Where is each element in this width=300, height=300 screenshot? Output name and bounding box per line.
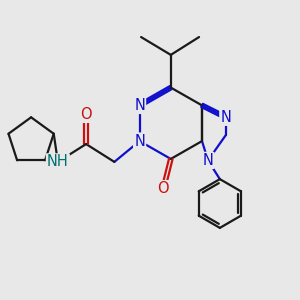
Text: N: N bbox=[202, 153, 213, 168]
Text: O: O bbox=[158, 181, 169, 196]
Text: N: N bbox=[134, 98, 145, 113]
Text: N: N bbox=[220, 110, 231, 125]
Text: NH: NH bbox=[47, 154, 69, 169]
Text: N: N bbox=[134, 134, 145, 148]
Text: O: O bbox=[80, 107, 92, 122]
